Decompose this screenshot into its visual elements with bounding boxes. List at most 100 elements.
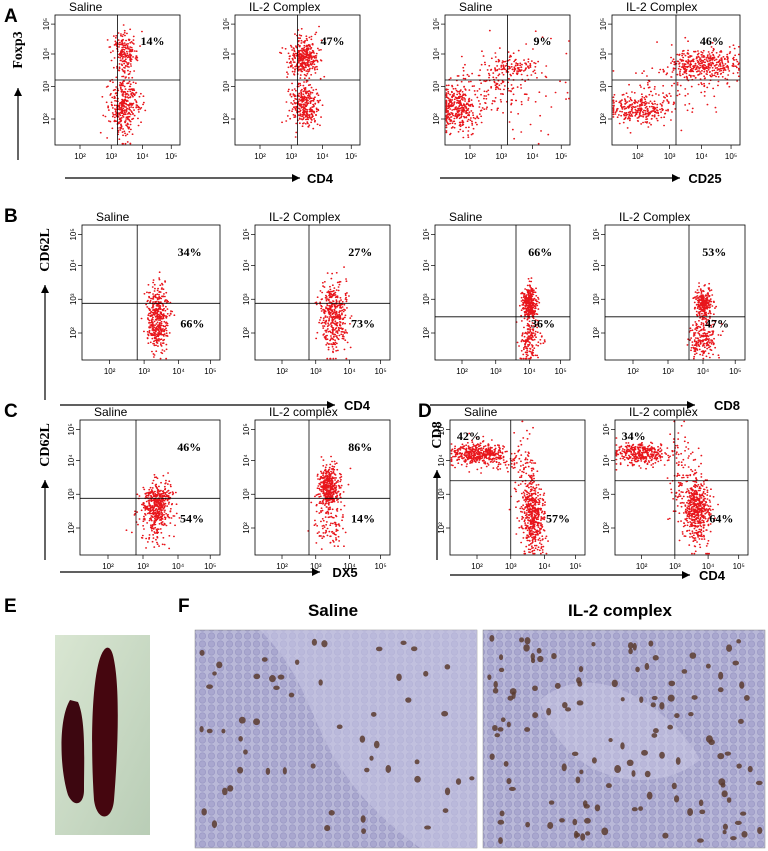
stained-cell xyxy=(199,649,205,656)
stained-cell xyxy=(650,702,656,708)
stained-cell xyxy=(594,804,601,812)
stained-cell xyxy=(318,679,323,686)
y-tick-label: 10³ xyxy=(242,293,251,305)
stained-cell xyxy=(673,795,680,803)
y-tick-label: 10³ xyxy=(422,293,431,305)
stained-cell xyxy=(493,680,498,689)
stained-cell xyxy=(741,830,748,838)
stained-cell xyxy=(469,776,475,781)
x-tick-label: 10⁵ xyxy=(725,152,737,161)
stained-cell xyxy=(253,673,261,680)
panel-label: F xyxy=(178,596,190,617)
plot-title: Saline xyxy=(459,0,493,14)
y-tick-label: 10³ xyxy=(432,80,441,92)
y-tick-label: 10² xyxy=(69,327,78,339)
stained-cell xyxy=(532,712,539,719)
stained-cell xyxy=(641,749,648,756)
event-dots xyxy=(307,455,352,550)
stained-cell xyxy=(689,652,697,659)
percentage: 27% xyxy=(348,245,372,259)
stained-cell xyxy=(644,770,651,778)
x-tick-label: 10² xyxy=(464,152,476,161)
stained-cell xyxy=(740,811,747,816)
y-tick-label: 10⁵ xyxy=(602,423,611,435)
event-dots xyxy=(445,29,570,145)
stained-cell xyxy=(489,634,495,642)
stained-cell xyxy=(698,799,704,807)
stained-cell xyxy=(507,695,514,701)
stained-cell xyxy=(732,660,740,666)
stained-cell xyxy=(675,757,681,765)
percentage: 9% xyxy=(534,34,552,48)
percentage: 14% xyxy=(351,512,375,526)
event-dots xyxy=(450,420,549,555)
stained-cell xyxy=(564,707,572,712)
x-tick-label: 10² xyxy=(102,562,114,571)
stained-cell xyxy=(638,806,644,811)
x-tick-label: 10⁵ xyxy=(555,152,567,161)
stained-cell xyxy=(261,657,268,662)
y-axis-label: CD8 xyxy=(430,421,445,448)
x-tick-label: 10³ xyxy=(138,367,150,376)
y-tick-label: 10² xyxy=(67,522,76,534)
stained-cell xyxy=(212,671,217,676)
stained-cell xyxy=(500,717,506,723)
stained-cell xyxy=(216,661,223,669)
event-dots xyxy=(686,282,724,360)
stained-cell xyxy=(265,767,271,775)
x-tick-label: 10⁴ xyxy=(172,367,185,376)
stained-cell xyxy=(530,653,535,661)
stained-cell xyxy=(238,736,243,742)
stained-cell xyxy=(730,836,737,841)
stained-cell xyxy=(441,710,449,717)
x-tick-label: 10² xyxy=(636,562,648,571)
y-tick-label: 10⁴ xyxy=(67,454,76,467)
y-tick-label: 10³ xyxy=(222,80,231,92)
y-tick-label: 10² xyxy=(222,113,231,125)
stained-cell xyxy=(717,687,724,693)
stained-cell xyxy=(497,819,505,825)
x-tick-label: 10³ xyxy=(662,367,674,376)
x-axis-label: CD25 xyxy=(688,171,721,186)
y-tick-label: 10³ xyxy=(67,488,76,500)
y-tick-label: 10⁴ xyxy=(242,259,251,272)
stained-cell xyxy=(361,828,367,835)
stained-cell xyxy=(206,728,213,734)
y-tick-label: 10² xyxy=(422,327,431,339)
plot-title: IL-2 Complex xyxy=(626,0,697,14)
stained-cell xyxy=(652,728,659,734)
stained-cell xyxy=(585,831,591,836)
plot-frame xyxy=(614,419,749,556)
percentage: 36% xyxy=(531,317,555,331)
y-tick-label: 10⁵ xyxy=(242,423,251,435)
stained-cell xyxy=(662,832,669,839)
x-tick-label: 10² xyxy=(471,562,483,571)
y-tick-label: 10³ xyxy=(602,488,611,500)
stained-cell xyxy=(734,820,742,826)
y-tick-label: 10² xyxy=(437,522,446,534)
stained-cell xyxy=(584,817,591,824)
stained-cell xyxy=(576,677,582,684)
event-dots xyxy=(314,266,353,360)
stained-cell xyxy=(691,695,698,700)
stained-cell xyxy=(659,702,665,710)
plot-title: IL-2 complex xyxy=(269,405,338,419)
stained-cell xyxy=(608,738,613,743)
x-tick-label: 10³ xyxy=(310,562,322,571)
stained-cell xyxy=(444,787,451,796)
percentage: 34% xyxy=(178,245,202,259)
stained-cell xyxy=(498,837,503,844)
y-tick-label: 10⁵ xyxy=(222,18,231,30)
stained-cell xyxy=(572,818,578,826)
stained-cell xyxy=(373,740,380,749)
x-tick-label: 10² xyxy=(104,367,116,376)
y-tick-label: 10⁴ xyxy=(592,259,601,272)
stained-cell xyxy=(620,742,625,750)
stained-cell xyxy=(743,694,750,701)
stained-cell xyxy=(591,642,596,647)
stained-cell xyxy=(736,763,742,769)
stained-cell xyxy=(364,767,370,773)
stained-cell xyxy=(524,637,531,645)
x-tick-label: 10⁴ xyxy=(702,562,715,571)
